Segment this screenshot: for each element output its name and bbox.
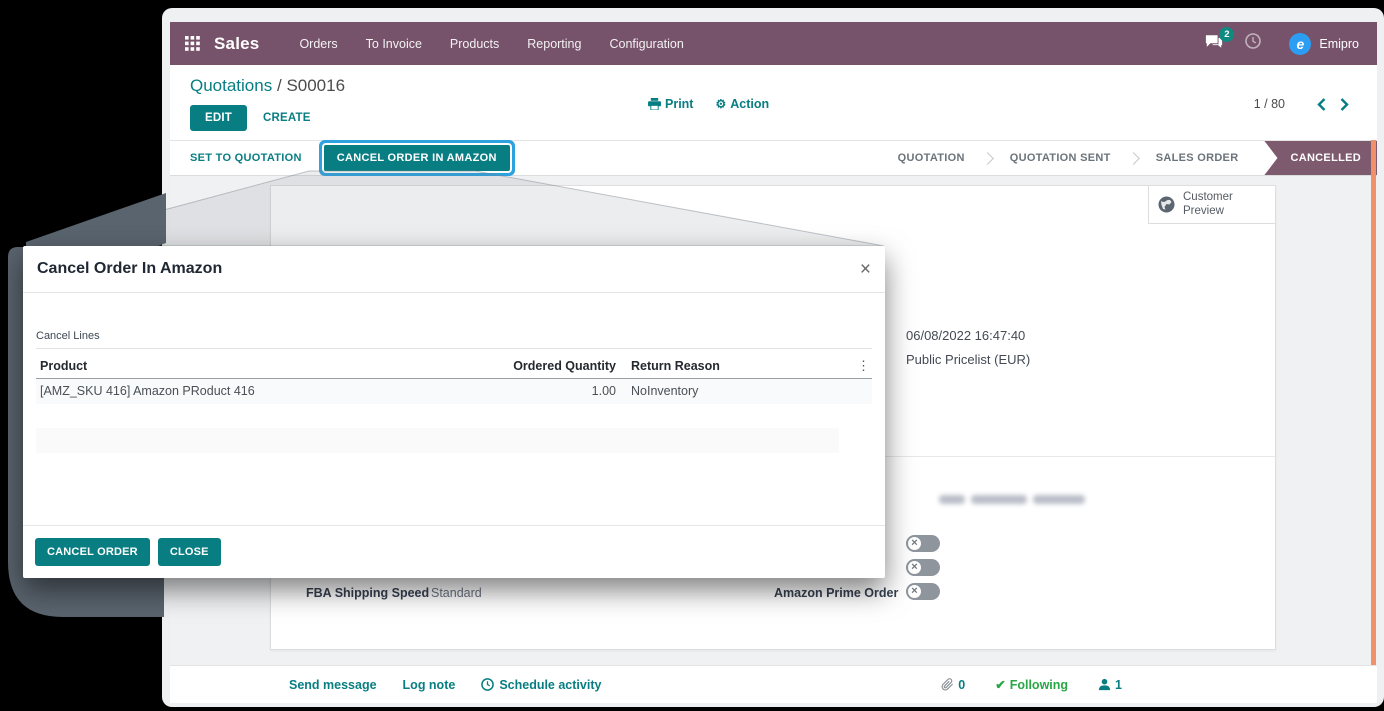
check-icon: ✔: [995, 678, 1006, 692]
column-options-icon[interactable]: ⋮: [857, 358, 870, 373]
control-panel: Quotations / S00016 EDIT CREATE: [170, 65, 1377, 140]
schedule-clock-icon: [481, 678, 495, 691]
customer-preview-label: Customer Preview: [1183, 191, 1233, 217]
status-pipeline: QUOTATION QUOTATION SENT SALES ORDER CAN…: [882, 141, 1377, 175]
grid-icon: [184, 36, 200, 51]
apps-grid-icon[interactable]: [170, 36, 214, 51]
control-panel-buttons: EDIT CREATE: [190, 105, 1377, 131]
paperclip-icon: [941, 678, 954, 691]
schedule-activity-button[interactable]: Schedule activity: [481, 678, 601, 692]
cancel-lines-label: Cancel Lines: [36, 330, 100, 342]
modal-close-button[interactable]: CLOSE: [157, 538, 221, 566]
navbar-left: Sales Orders To Invoice Products Reporti…: [170, 34, 698, 54]
attachments-count: 0: [958, 677, 966, 692]
nav-item-reporting[interactable]: Reporting: [527, 36, 582, 51]
pager-previous-button[interactable]: [1317, 97, 1326, 111]
cancel-order-modal: Cancel Order In Amazon × Cancel Lines Pr…: [23, 246, 885, 578]
breadcrumb: Quotations / S00016: [190, 76, 1377, 96]
following-button[interactable]: ✔ Following: [995, 677, 1069, 693]
amazon-prime-order-label: Amazon Prime Order: [774, 586, 899, 600]
cell-return-reason: NoInventory: [631, 384, 699, 398]
chatter-meta: 0 ✔ Following 1: [911, 677, 1377, 692]
nav-item-configuration[interactable]: Configuration: [609, 36, 684, 51]
pager-counter: 1 / 80: [1253, 97, 1285, 111]
customer-preview-button[interactable]: Customer Preview: [1148, 186, 1275, 224]
status-quotation-sent[interactable]: QUOTATION SENT: [1009, 152, 1111, 164]
cancel-order-in-amazon-button[interactable]: CANCEL ORDER IN AMAZON: [323, 145, 510, 171]
redacted-field-value: [939, 495, 1085, 504]
section-divider: [36, 348, 872, 349]
fba-shipping-speed-label: FBA Shipping Speed: [306, 586, 430, 600]
edit-button[interactable]: EDIT: [190, 105, 247, 131]
print-label: Print: [665, 97, 694, 111]
app-title[interactable]: Sales: [214, 33, 260, 53]
status-sales-order[interactable]: SALES ORDER: [1155, 152, 1239, 164]
followers-button[interactable]: 1: [1098, 678, 1122, 692]
gear-icon: ⚙: [715, 97, 727, 111]
boolean-toggle-off[interactable]: [906, 559, 940, 576]
chatter-bar: Send message Log note Schedule activity …: [170, 665, 1377, 703]
table-row[interactable]: [AMZ_SKU 416] Amazon PRoduct 416 1.00 No…: [36, 379, 872, 404]
chat-bubbles-icon: [1206, 34, 1223, 48]
schedule-activity-label: Schedule activity: [499, 677, 602, 692]
chevron-right-icon: [1340, 97, 1349, 111]
action-label: Action: [730, 97, 770, 111]
status-arrow-icon: [980, 151, 994, 165]
nav-item-orders[interactable]: Orders: [299, 36, 338, 51]
breadcrumb-separator: /: [276, 76, 282, 95]
modal-title: Cancel Order In Amazon: [37, 260, 223, 277]
followers-count: 1: [1115, 677, 1122, 692]
status-quotation[interactable]: QUOTATION: [897, 152, 965, 164]
cancel-lines-table-header: Product Ordered Quantity Return Reason ⋮: [36, 356, 872, 379]
person-icon: [1098, 678, 1111, 691]
modal-header: Cancel Order In Amazon ×: [23, 246, 885, 293]
pricelist-value[interactable]: Public Pricelist (EUR): [906, 352, 1031, 367]
user-name[interactable]: Emipro: [1319, 36, 1359, 51]
modal-footer: CANCEL ORDER CLOSE: [23, 525, 885, 578]
attachments-button[interactable]: 0: [941, 678, 965, 692]
status-cancelled-active[interactable]: CANCELLED: [1264, 141, 1377, 175]
cell-product: [AMZ_SKU 416] Amazon PRoduct 416: [40, 384, 255, 398]
nav-item-to-invoice[interactable]: To Invoice: [365, 36, 422, 51]
send-message-button[interactable]: Send message: [289, 677, 377, 692]
print-button[interactable]: Print: [648, 97, 693, 111]
globe-icon: [1158, 196, 1175, 213]
column-return-reason[interactable]: Return Reason: [631, 359, 720, 373]
record-pager: 1 / 80: [1254, 97, 1349, 111]
messages-button[interactable]: 2: [1205, 26, 1235, 54]
control-panel-actions: Print ⚙ Action: [648, 97, 791, 111]
form-statusbar: SET TO QUOTATION CANCEL ORDER IN AMAZON …: [170, 140, 1377, 176]
close-icon[interactable]: ×: [859, 258, 871, 280]
create-button[interactable]: CREATE: [263, 112, 311, 124]
cancel-order-button[interactable]: CANCEL ORDER: [35, 538, 150, 566]
navbar-right: 2 e Emipro: [1205, 26, 1377, 55]
column-ordered-quantity[interactable]: Ordered Quantity: [513, 359, 616, 373]
boolean-toggle-off[interactable]: [906, 535, 940, 552]
printer-icon: [648, 98, 661, 110]
action-button[interactable]: ⚙ Action: [715, 97, 769, 111]
fba-shipping-speed-value[interactable]: Standard: [431, 586, 482, 600]
activities-button[interactable]: [1245, 33, 1262, 54]
breadcrumb-record: S00016: [286, 76, 346, 95]
following-label: Following: [1009, 677, 1069, 692]
order-date-value[interactable]: 06/08/2022 16:47:40: [906, 328, 1026, 343]
top-navbar: Sales Orders To Invoice Products Reporti…: [170, 22, 1377, 65]
pager-next-button[interactable]: [1340, 97, 1349, 111]
set-to-quotation-button[interactable]: SET TO QUOTATION: [190, 152, 302, 164]
column-product[interactable]: Product: [40, 359, 88, 373]
nav-item-products[interactable]: Products: [449, 36, 500, 51]
chevron-left-icon: [1317, 97, 1326, 111]
right-edge-highlight: [1371, 140, 1376, 665]
messages-badge: 2: [1219, 26, 1235, 42]
empty-table-row: [36, 428, 839, 453]
amazon-prime-toggle-off[interactable]: [906, 583, 940, 600]
user-avatar[interactable]: e: [1289, 32, 1312, 55]
breadcrumb-quotations[interactable]: Quotations: [190, 76, 273, 95]
log-note-button[interactable]: Log note: [402, 677, 456, 692]
cell-ordered-quantity: 1.00: [591, 384, 616, 398]
status-arrow-icon: [1126, 151, 1140, 165]
clock-icon: [1245, 33, 1262, 49]
